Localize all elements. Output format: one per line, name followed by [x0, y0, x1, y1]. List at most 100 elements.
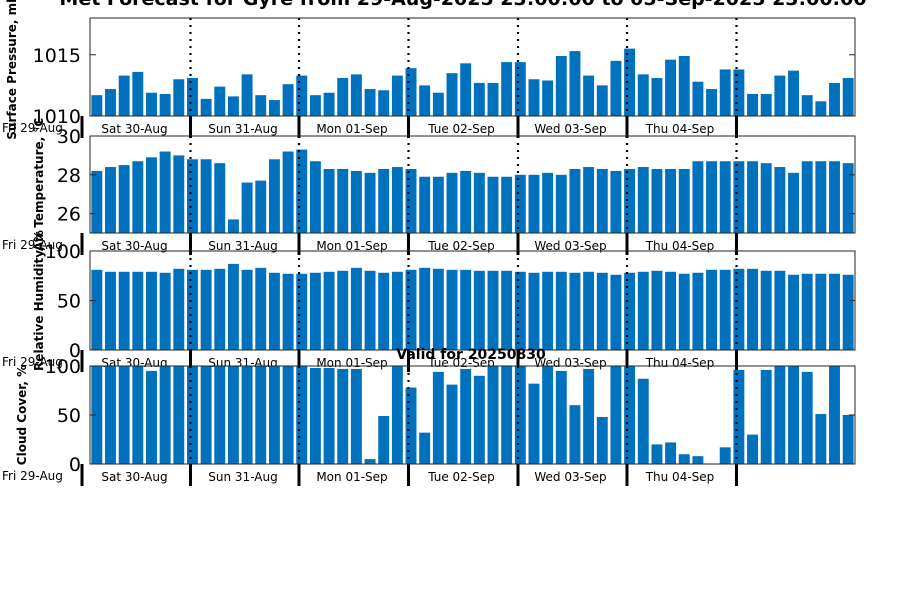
bar-4-44 — [678, 454, 690, 464]
bar-1-7 — [173, 79, 185, 116]
ytick-label: 0 — [69, 454, 81, 476]
bar-3-33 — [528, 272, 540, 350]
y-axis-label: Air Temperature, °C — [32, 118, 46, 252]
bar-3-9 — [200, 269, 212, 350]
figure-title: Met Forecast for Gyre from 29-Aug-2025 2… — [59, 0, 866, 10]
bar-1-46 — [706, 89, 718, 116]
bar-1-8 — [186, 78, 198, 116]
bar-4-10 — [214, 366, 226, 464]
bar-3-25 — [419, 267, 431, 350]
panel-4: 0 50 100 Cloud Cover, % Sat 30-Aug Sun 31-Aug… — [2, 356, 856, 486]
bar-4-49 — [747, 434, 759, 464]
bar-2-34 — [542, 172, 554, 233]
bar-4-35 — [555, 370, 567, 464]
bar-4-55 — [829, 366, 840, 464]
bar-3-17 — [309, 272, 321, 350]
bar-2-52 — [788, 172, 799, 233]
bar-3-14 — [268, 272, 280, 350]
bar-3-44 — [678, 273, 690, 350]
day-label: Thu 04-Sep — [645, 470, 715, 484]
bar-4-33 — [528, 383, 540, 464]
bar-1-11 — [227, 96, 239, 116]
bar-2-38 — [596, 168, 608, 233]
bar-1-52 — [788, 70, 799, 116]
ytick-label: 1015 — [33, 45, 81, 67]
bar-2-55 — [829, 161, 840, 233]
bar-2-21 — [364, 172, 376, 233]
bar-4-52 — [788, 366, 799, 464]
bar-2-11 — [227, 219, 239, 233]
bar-1-55 — [829, 82, 840, 116]
ytick-label: 100 — [45, 356, 81, 378]
bar-2-6 — [159, 151, 171, 233]
bar-1-5 — [146, 92, 157, 116]
day-label: Wed 03-Sep — [534, 122, 606, 136]
bar-2-26 — [432, 176, 444, 233]
day-label: Thu 04-Sep — [645, 356, 715, 370]
bar-3-8 — [186, 269, 198, 350]
bar-1-44 — [678, 55, 690, 116]
bar-3-46 — [706, 269, 718, 350]
bar-4-47 — [719, 447, 731, 464]
y-axis-label: Surface Pressure, mb — [5, 0, 19, 140]
bar-2-18 — [323, 168, 335, 233]
bar-4-40 — [624, 366, 636, 464]
bar-2-25 — [419, 176, 431, 233]
bar-3-26 — [432, 268, 444, 350]
bar-1-20 — [350, 74, 362, 116]
bar-4-5 — [146, 370, 157, 464]
bar-3-41 — [637, 271, 649, 350]
bar-2-51 — [774, 167, 786, 233]
bar-1-50 — [760, 93, 772, 116]
bar-4-19 — [337, 368, 349, 464]
bar-1-25 — [419, 85, 431, 117]
bar-4-28 — [460, 368, 472, 464]
bar-3-55 — [829, 273, 840, 350]
bar-4-48 — [733, 369, 745, 464]
day-label: Sat 30-Aug — [101, 239, 167, 253]
bar-2-39 — [610, 170, 622, 233]
bar-1-42 — [651, 78, 663, 116]
bar-3-27 — [446, 269, 458, 350]
bar-1-21 — [364, 89, 376, 116]
bar-1-51 — [774, 75, 786, 116]
bar-3-11 — [227, 263, 239, 350]
day-label: Thu 04-Sep — [645, 239, 715, 253]
bar-4-16 — [296, 366, 308, 464]
day-label: Mon 01-Sep — [316, 470, 387, 484]
bar-2-12 — [241, 182, 253, 233]
bar-3-21 — [364, 270, 376, 350]
bar-3-35 — [555, 271, 567, 350]
bar-4-51 — [774, 366, 786, 464]
bar-3-12 — [241, 269, 253, 350]
bar-3-45 — [692, 272, 704, 350]
bar-2-36 — [569, 168, 581, 233]
ytick-label: 50 — [57, 405, 81, 427]
bar-2-48 — [733, 161, 745, 233]
bar-4-18 — [323, 367, 335, 464]
day-label: Wed 03-Sep — [534, 239, 606, 253]
day-label: Sun 31-Aug — [208, 470, 277, 484]
ytick-label: 30 — [57, 126, 81, 148]
bar-2-15 — [282, 151, 294, 233]
bar-3-20 — [350, 267, 362, 350]
ytick-label: 0 — [69, 340, 81, 362]
bar-4-27 — [446, 384, 458, 464]
bar-2-2 — [105, 167, 116, 233]
bar-1-36 — [569, 51, 581, 116]
bar-4-54 — [815, 414, 827, 464]
bar-2-23 — [391, 167, 403, 233]
bar-3-29 — [473, 270, 485, 350]
panel-subtitle: Valid for 20250830 — [396, 347, 546, 363]
bar-2-9 — [200, 159, 212, 233]
bar-3-42 — [651, 270, 663, 350]
bar-3-54 — [815, 273, 827, 350]
bar-4-12 — [241, 366, 253, 464]
bar-4-43 — [665, 442, 677, 464]
bar-2-17 — [309, 161, 321, 233]
bar-2-16 — [296, 149, 308, 233]
bar-1-33 — [528, 79, 540, 116]
bar-2-5 — [146, 157, 157, 233]
bar-3-34 — [542, 271, 554, 350]
